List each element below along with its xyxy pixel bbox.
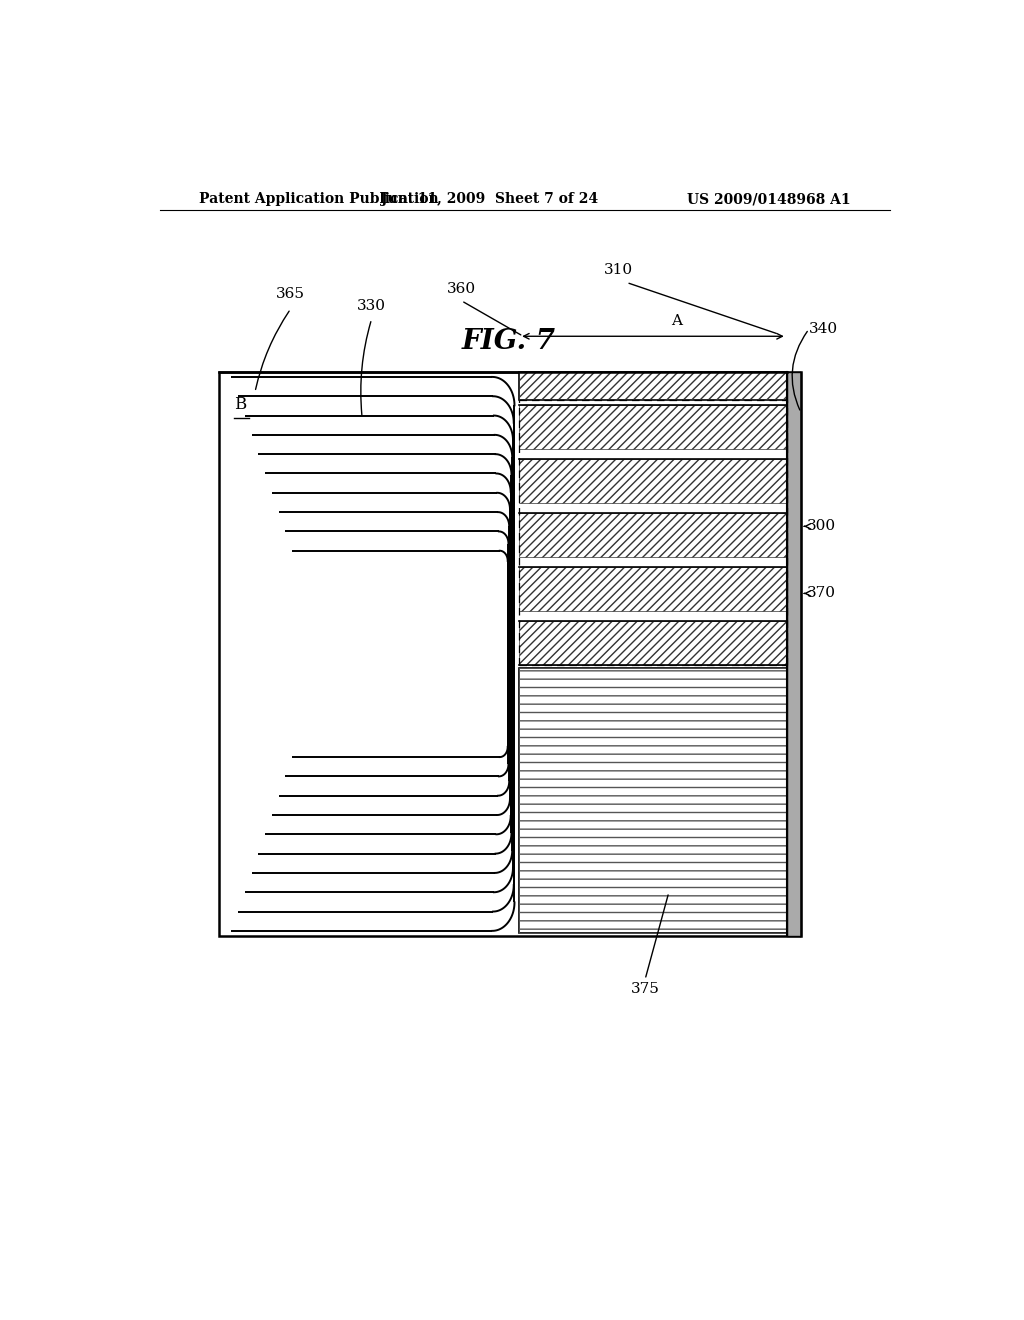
Text: Patent Application Publication: Patent Application Publication: [200, 191, 439, 206]
Bar: [519, 568, 786, 611]
Bar: [519, 459, 786, 503]
Bar: [519, 668, 786, 933]
Text: A: A: [672, 314, 682, 329]
Bar: [519, 405, 786, 449]
Bar: [519, 372, 786, 400]
Bar: [519, 668, 786, 933]
Text: US 2009/0148968 A1: US 2009/0148968 A1: [686, 191, 850, 206]
Text: B: B: [233, 396, 246, 413]
Text: 340: 340: [809, 322, 838, 337]
Text: FIG. 7: FIG. 7: [462, 327, 556, 355]
Bar: [519, 405, 786, 449]
Text: 365: 365: [276, 286, 305, 301]
Bar: [786, 372, 801, 936]
Text: 375: 375: [631, 982, 659, 995]
Bar: [519, 568, 786, 611]
Bar: [519, 620, 786, 664]
Text: 300: 300: [807, 519, 837, 533]
Text: 330: 330: [357, 298, 386, 313]
Bar: [519, 620, 786, 664]
Text: 360: 360: [446, 281, 476, 296]
Bar: [519, 372, 786, 400]
Bar: [519, 459, 786, 503]
Bar: [519, 513, 786, 557]
Bar: [519, 513, 786, 557]
Bar: [219, 372, 799, 936]
Text: 370: 370: [807, 586, 837, 601]
Text: 310: 310: [604, 263, 633, 277]
Text: Jun. 11, 2009  Sheet 7 of 24: Jun. 11, 2009 Sheet 7 of 24: [381, 191, 598, 206]
